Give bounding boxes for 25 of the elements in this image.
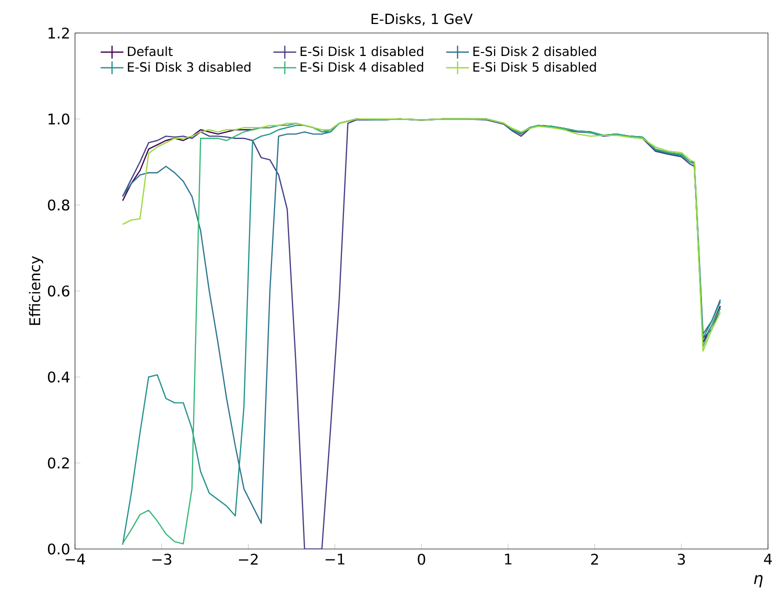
x-axis-title: η bbox=[754, 575, 763, 588]
legend-label: E-Si Disk 4 disabled bbox=[300, 62, 424, 72]
x-tick-label: 4 bbox=[764, 554, 772, 564]
x-tick-label: 0 bbox=[418, 554, 426, 565]
y-tick-label: 0.8 bbox=[48, 199, 70, 211]
x-tick-label: −2 bbox=[238, 554, 258, 565]
x-tick-label: −4 bbox=[66, 554, 85, 564]
y-tick-label: 0.6 bbox=[48, 285, 70, 297]
legend-label: E-Si Disk 5 disabled bbox=[473, 62, 596, 72]
legend-label: E-Si Disk 2 disabled bbox=[473, 46, 596, 56]
legend-label: E-Si Disk 1 disabled bbox=[300, 46, 424, 56]
legend-label: Default bbox=[128, 46, 173, 56]
y-tick-label: 1.0 bbox=[48, 113, 70, 125]
y-axis-title: Efficiency bbox=[28, 256, 44, 325]
y-tick-label: 0.0 bbox=[48, 543, 70, 555]
y-tick-label: 1.2 bbox=[48, 28, 69, 38]
x-tick-label: 2 bbox=[591, 554, 598, 565]
x-tick-label: 3 bbox=[678, 554, 685, 565]
y-tick-label: 0.2 bbox=[48, 457, 69, 469]
legend-label: E-Si Disk 3 disabled bbox=[128, 62, 250, 72]
y-tick-label: 0.4 bbox=[48, 371, 70, 383]
x-tick-label: −1 bbox=[326, 554, 344, 564]
x-tick-label: −3 bbox=[152, 554, 172, 565]
x-tick-label: 1 bbox=[505, 554, 512, 564]
chart-title: E-Disks, 1 GeV bbox=[372, 13, 473, 26]
